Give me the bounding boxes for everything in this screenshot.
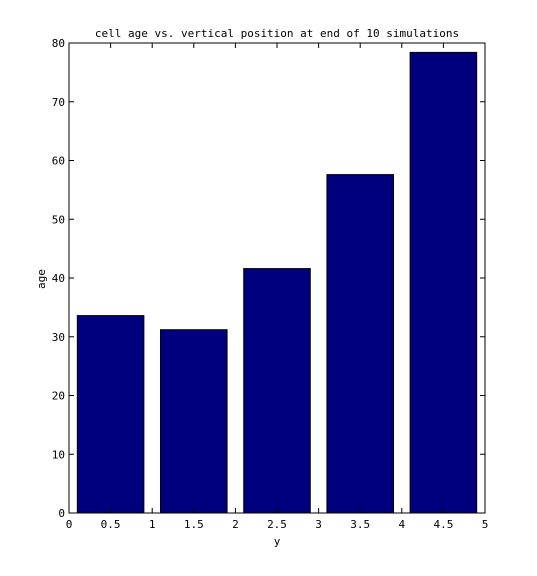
x-tick-label: 1.5 xyxy=(184,518,204,531)
x-tick-label: 4.5 xyxy=(433,518,453,531)
y-tick-label: 80 xyxy=(52,37,65,50)
bar xyxy=(409,51,478,514)
y-tick-label: 40 xyxy=(52,272,65,285)
x-tick-label: 0.5 xyxy=(101,518,121,531)
y-tick-label: 60 xyxy=(52,155,65,168)
x-tick-label: 3 xyxy=(315,518,322,531)
bar xyxy=(76,315,145,514)
x-tick-label: 0 xyxy=(66,518,73,531)
y-axis-title: age xyxy=(35,269,48,289)
bars-group xyxy=(76,51,478,514)
x-tick-label: 5 xyxy=(482,518,489,531)
y-tick-label: 50 xyxy=(52,213,65,226)
y-tick-label: 10 xyxy=(52,448,65,461)
x-axis-title: y xyxy=(274,535,281,548)
chart-title: cell age vs. vertical position at end of… xyxy=(95,27,459,40)
bar xyxy=(243,268,311,514)
x-tick-label: 2.5 xyxy=(267,518,287,531)
y-tick-label: 70 xyxy=(52,96,65,109)
y-tick-label: 0 xyxy=(58,507,65,520)
x-tick-label: 3.5 xyxy=(350,518,370,531)
bar xyxy=(326,174,394,514)
y-tick-label: 30 xyxy=(52,331,65,344)
x-axis: 0 0.5 1 1.5 2 2.5 3 3.5 4 4.5 5 xyxy=(66,43,489,531)
y-axis: 0 10 20 30 40 50 60 70 80 xyxy=(52,37,485,520)
x-tick-label: 2 xyxy=(232,518,239,531)
y-tick-label: 20 xyxy=(52,390,65,403)
x-tick-label: 4 xyxy=(398,518,405,531)
x-tick-label: 1 xyxy=(149,518,156,531)
bar xyxy=(160,329,228,514)
